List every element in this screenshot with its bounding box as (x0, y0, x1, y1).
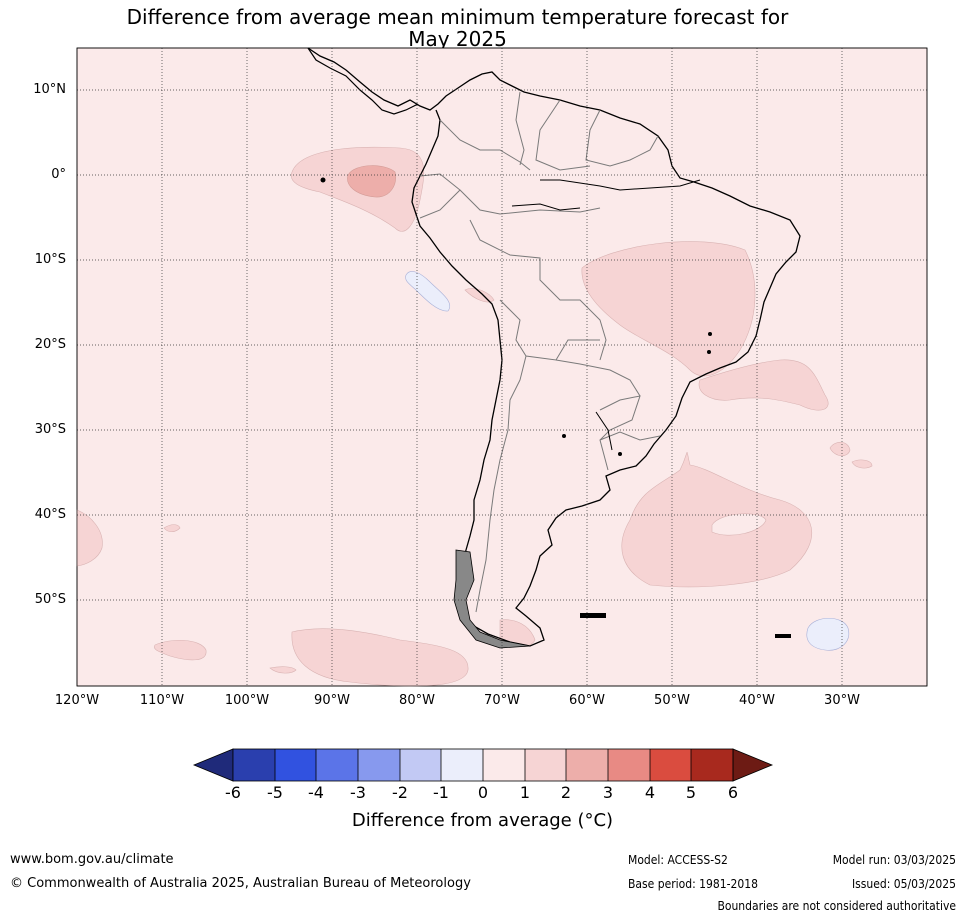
anomaly-region-cool-2 (806, 617, 850, 651)
lon-label-80w: 80°W (399, 693, 435, 708)
colorbar-low-arrow (192, 748, 234, 782)
colorbar-bin (691, 749, 733, 781)
footer-website: www.bom.gov.au/climate (10, 852, 174, 867)
lon-label-30w: 30°W (824, 693, 860, 708)
anomaly-region-cool-1 (405, 271, 450, 312)
lon-label-110w: 110°W (139, 693, 185, 708)
anomaly-region-small-4 (269, 666, 297, 674)
footer-issued: Issued: 05/03/2025 (851, 877, 956, 891)
colorbar-tick-label: -4 (308, 783, 324, 802)
colorbar-tick-label: 5 (685, 783, 697, 802)
colorbar-bin (358, 749, 400, 781)
colorbar-bin (316, 749, 358, 781)
colorbar-bin (650, 749, 691, 781)
colorbar-bin (400, 749, 441, 781)
lon-label-70w: 70°W (484, 693, 520, 708)
colorbar-title: Difference from average (°C) (351, 810, 614, 831)
anomaly-plus1-plus2-regions (76, 146, 873, 687)
anomaly-region-small-3 (851, 459, 873, 469)
gridlines (77, 48, 927, 686)
lat-label-50s: 50°S (34, 592, 66, 607)
lon-label-100w: 100°W (224, 693, 270, 708)
central-america-coastline (307, 47, 419, 115)
footer-disclaimer: Boundaries are not considered authoritat… (717, 899, 956, 913)
anomaly-region-south-pacific-2 (154, 640, 207, 661)
colorbar-bin (275, 749, 316, 781)
lat-label-10s: 10°S (34, 252, 66, 267)
footer-model-run: Model run: 03/03/2025 (832, 853, 956, 867)
colorbar-bin (483, 749, 525, 781)
lat-label-20s: 20°S (34, 337, 66, 352)
anomaly-region-south-pacific-1 (291, 628, 469, 687)
colorbar-tick-label: -2 (392, 783, 408, 802)
map-title-line1: Difference from average mean minimum tem… (126, 5, 789, 29)
colorbar-tick-label: -1 (433, 783, 449, 802)
colorbar-bin (566, 749, 608, 781)
lon-label-40w: 40°W (739, 693, 775, 708)
colorbar-tick-label: 3 (602, 783, 614, 802)
footer-base-period: Base period: 1981-2018 (628, 877, 759, 891)
colorbar-bin (441, 749, 483, 781)
lat-label-40s: 40°S (34, 507, 66, 522)
colorbar-tick-label: 2 (560, 783, 572, 802)
lon-label-120w: 120°W (54, 693, 100, 708)
map-title-line2: May 2025 (408, 27, 507, 51)
anomaly-minus1-zero-regions (405, 271, 850, 651)
anomaly-region-south-atlantic-2 (621, 452, 813, 588)
lon-label-60w: 60°W (569, 693, 605, 708)
colorbar-tick-label: -6 (225, 783, 241, 802)
anomaly-region-small-2 (829, 441, 851, 457)
anomaly-region-south-atlantic-1 (698, 359, 829, 411)
colorbar-bin (608, 749, 650, 781)
colorbar-tick-label: 0 (477, 783, 489, 802)
colorbar-tick-label: -3 (350, 783, 366, 802)
colorbar-bin (233, 749, 275, 781)
anomaly-hole-south-atlantic (711, 513, 767, 536)
colorbar-tick-label: 4 (644, 783, 656, 802)
lon-label-50w: 50°W (654, 693, 690, 708)
colorbar-tick-label: 1 (519, 783, 531, 802)
colorbar-high-arrow (732, 748, 774, 782)
anomaly-region-small-5 (163, 524, 181, 533)
country-borders (419, 91, 661, 613)
lat-label-0: 0° (51, 167, 66, 182)
anomaly-region-plus2-plus3 (347, 165, 396, 198)
footer-model: Model: ACCESS-S2 (628, 853, 728, 867)
islands (320, 177, 791, 638)
anomaly-region-west-edge (76, 509, 103, 567)
colorbar-tick-label: 6 (727, 783, 739, 802)
footer-copyright: © Commonwealth of Australia 2025, Austra… (10, 876, 471, 891)
colorbar-bin (525, 749, 566, 781)
chile-archipelago (453, 549, 531, 649)
colorbar-tick-label: -5 (267, 783, 283, 802)
anomaly-region-eastern-brazil (581, 241, 756, 377)
lat-label-30s: 30°S (34, 422, 66, 437)
lat-label-10n: 10°N (33, 82, 66, 97)
lon-label-90w: 90°W (314, 693, 350, 708)
